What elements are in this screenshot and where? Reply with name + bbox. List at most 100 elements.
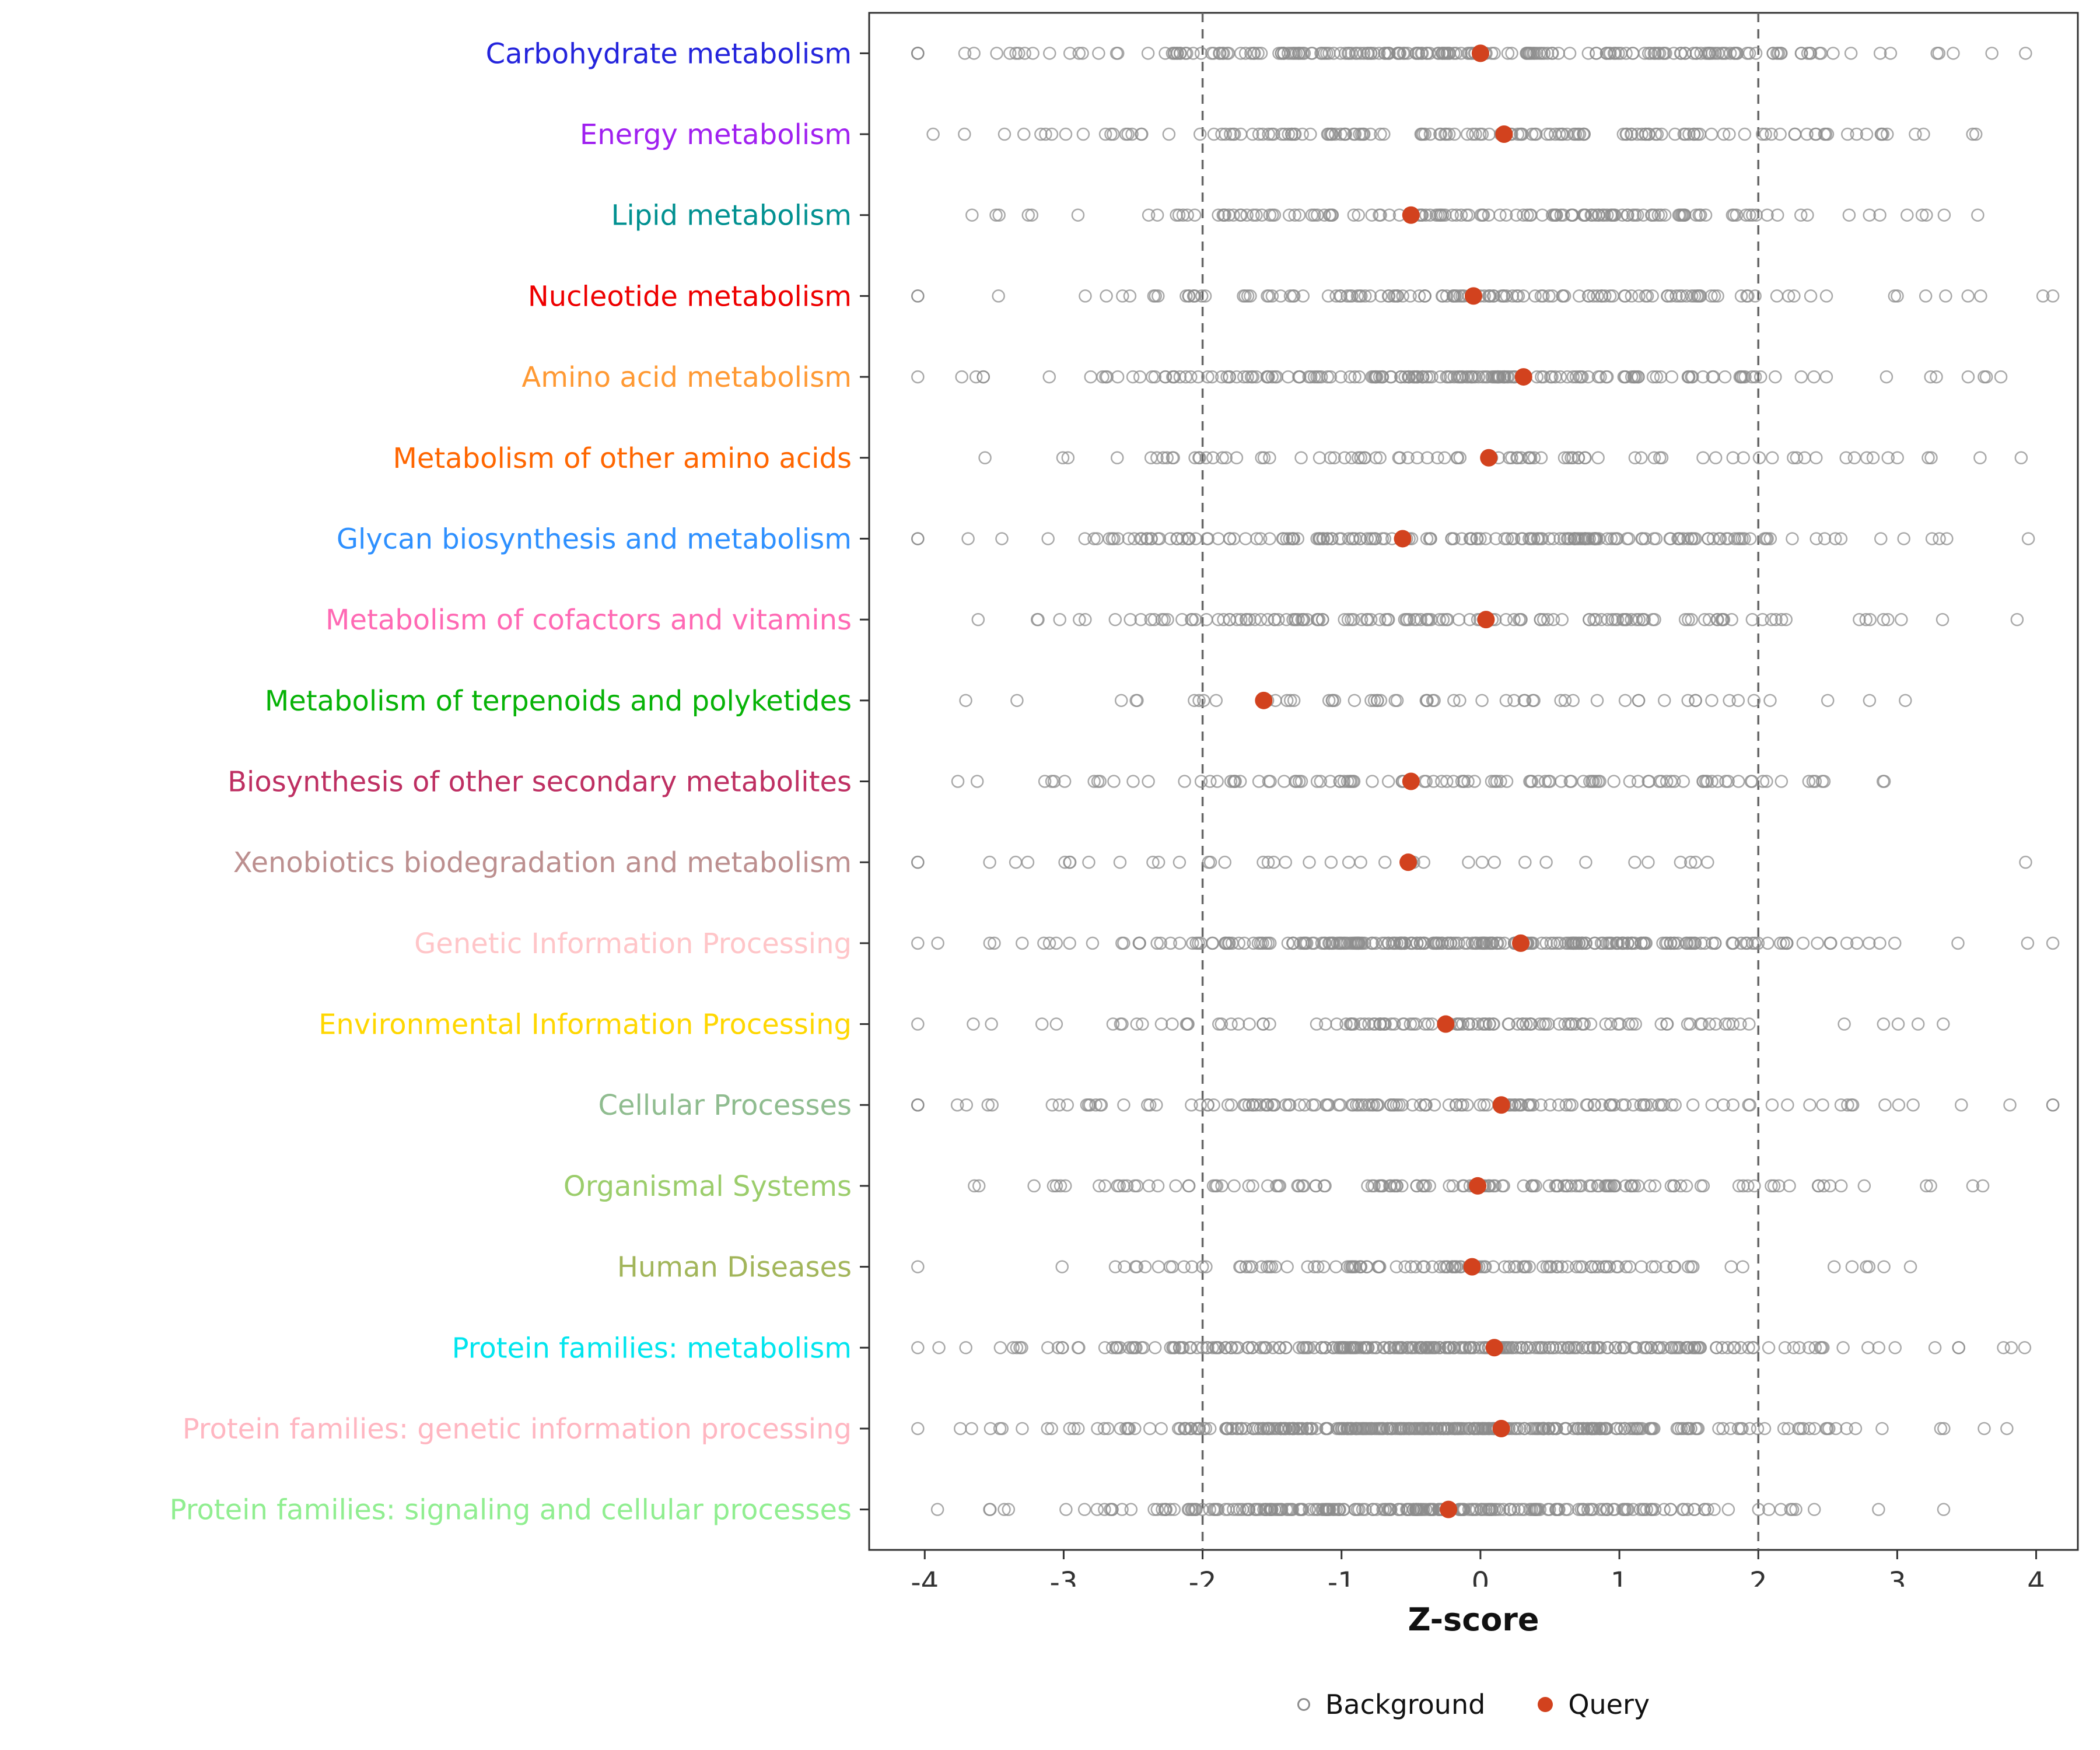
background-point [1388, 694, 1402, 708]
background-point [1245, 1341, 1259, 1354]
background-point [1658, 208, 1672, 222]
background-point [1533, 1341, 1546, 1354]
background-point [1470, 936, 1484, 950]
category-label: Energy metabolism [580, 118, 852, 151]
background-point [1335, 532, 1348, 545]
background-point [1539, 855, 1553, 869]
background-point [1751, 1422, 1765, 1436]
background-point [1049, 936, 1063, 950]
background-point [1511, 1503, 1525, 1516]
background-point [1763, 532, 1777, 545]
background-point [1303, 855, 1316, 869]
background-point [1381, 1422, 1394, 1436]
background-point [1384, 1098, 1398, 1112]
background-point [1242, 1017, 1256, 1031]
background-point [1360, 612, 1374, 626]
background-point [1079, 612, 1092, 626]
background-point [1648, 1260, 1662, 1273]
background-point [2021, 532, 2035, 545]
background-point [1520, 47, 1534, 60]
background-point [1189, 1503, 1202, 1516]
background-point [1194, 47, 1208, 60]
background-point [1668, 127, 1682, 141]
background-point [1937, 1503, 1951, 1516]
background-point [1150, 1098, 1163, 1112]
query-point [1402, 772, 1420, 790]
background-point [1524, 775, 1538, 788]
background-point [1432, 208, 1445, 222]
background-point [2018, 1341, 2032, 1354]
background-point [1056, 1341, 1069, 1354]
background-point [1276, 532, 1290, 545]
background-point [1434, 370, 1447, 384]
background-point [1731, 532, 1745, 545]
background-point [1866, 451, 1880, 465]
background-point [1546, 612, 1560, 626]
background-point [1450, 1098, 1464, 1112]
background-point [1659, 47, 1672, 60]
background-point [1413, 936, 1427, 950]
background-point [1111, 47, 1125, 60]
background-point [1059, 1503, 1073, 1516]
background-point [1560, 370, 1574, 384]
background-point [1279, 1341, 1293, 1354]
background-point [970, 775, 984, 788]
background-point [1583, 1341, 1597, 1354]
background-point [1526, 694, 1539, 708]
background-point [1564, 208, 1578, 222]
background-point [1627, 370, 1641, 384]
background-point [1280, 532, 1293, 545]
background-point [1230, 612, 1244, 626]
background-point [1520, 1017, 1533, 1031]
background-point [1525, 1179, 1539, 1193]
background-point [1144, 532, 1158, 545]
background-point [1150, 208, 1164, 222]
background-point [950, 1098, 964, 1112]
background-point [1256, 1017, 1270, 1031]
background-point [1758, 532, 1772, 545]
background-point [1845, 1260, 1859, 1273]
background-point [1678, 208, 1692, 222]
background-point [1365, 1179, 1379, 1193]
background-point [1616, 1341, 1630, 1354]
background-point [1107, 127, 1120, 141]
background-point [1455, 370, 1469, 384]
background-point [1310, 775, 1324, 788]
background-point [1319, 1503, 1332, 1516]
background-point [1125, 1341, 1139, 1354]
background-point [1787, 1341, 1801, 1354]
background-point [1638, 47, 1651, 60]
background-point [1185, 1098, 1198, 1112]
background-point [1175, 1341, 1189, 1354]
background-point [1475, 1503, 1488, 1516]
background-point [1604, 1017, 1618, 1031]
background-point [1194, 1098, 1207, 1112]
background-point [1616, 1503, 1630, 1516]
background-point [1252, 127, 1266, 141]
background-point [1545, 208, 1559, 222]
background-point [1829, 532, 1842, 545]
background-point [1875, 127, 1888, 141]
background-point [1133, 532, 1147, 545]
background-point [1773, 936, 1787, 950]
background-point [1748, 1179, 1761, 1193]
background-point [1688, 289, 1702, 303]
background-point [1808, 1341, 1822, 1354]
background-point [1262, 289, 1276, 303]
background-point [1192, 694, 1206, 708]
background-point [983, 936, 997, 950]
background-point [1668, 775, 1681, 788]
background-point [1254, 47, 1268, 60]
background-point [1363, 289, 1377, 303]
legend-query-label: Query [1568, 1689, 1650, 1720]
background-point [1359, 289, 1372, 303]
background-point [2014, 451, 2028, 465]
background-point [1701, 47, 1715, 60]
background-point [1205, 47, 1219, 60]
background-point [1933, 532, 1946, 545]
background-point [1773, 127, 1787, 141]
background-point [1063, 1422, 1077, 1436]
background-point [931, 936, 944, 950]
background-point [1404, 1017, 1418, 1031]
background-point [1318, 47, 1331, 60]
